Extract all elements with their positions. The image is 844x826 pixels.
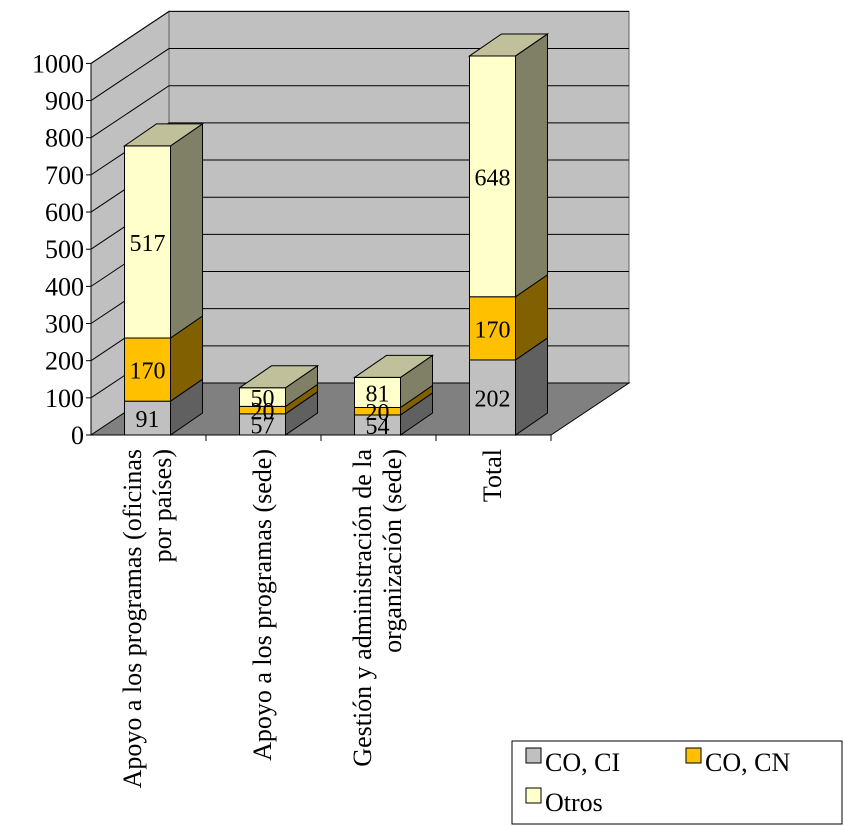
bar-top	[122, 123, 205, 147]
data-label: 517	[130, 231, 166, 257]
y-tick-label: 400	[45, 272, 84, 301]
data-label: 170	[475, 317, 511, 343]
data-label: 81	[366, 381, 390, 407]
bar-segment-front	[469, 55, 516, 298]
data-label: 648	[475, 165, 511, 191]
y-tick-label: 900	[45, 87, 84, 116]
data-label-overlap: 20	[366, 400, 390, 426]
y-tick-label: 0	[71, 421, 84, 450]
bar-segment-front	[124, 145, 171, 339]
y-tick-label: 300	[45, 310, 84, 339]
data-label: 202	[475, 386, 511, 412]
bar-top	[352, 354, 435, 378]
x-category-label: Apoyo a los programas (oficinas	[118, 449, 147, 788]
x-category-label: Gestión y administración de la	[348, 449, 377, 767]
legend-swatch	[525, 747, 542, 764]
bar-segment-front	[354, 376, 401, 409]
y-tick-label: 100	[45, 384, 84, 413]
bar-segment-side	[170, 122, 203, 339]
legend: CO, CI CO, CN Otros	[511, 740, 843, 825]
data-label: 50	[251, 386, 275, 412]
y-tick-label: 800	[45, 124, 84, 153]
legend-box	[511, 740, 843, 825]
data-label-overlap: 20	[251, 399, 275, 425]
y-tick-label: 1000	[32, 49, 84, 78]
x-tick-labels: Apoyo a los programas (oficinas por paíse…	[118, 449, 507, 789]
data-label: 91	[136, 407, 160, 433]
bars	[122, 33, 550, 436]
gridline	[90, 48, 629, 101]
legend-label: CO, CI	[545, 748, 620, 777]
legend-label: CO, CN	[705, 748, 790, 777]
y-tick-label: 200	[45, 347, 84, 376]
x-category-label: por países)	[148, 449, 177, 562]
data-label: 54	[366, 414, 390, 440]
legend-swatch	[525, 787, 542, 804]
gridline	[90, 10, 629, 64]
x-category-label: Apoyo a los programas (sede)	[248, 449, 277, 761]
legend-label: Otros	[545, 788, 603, 817]
x-category-label: organización (sede)	[378, 449, 407, 653]
data-label: 170	[130, 359, 166, 385]
y-tick-labels: 0 100 200 300 400 500 600 700 800 900 1000	[32, 49, 84, 450]
x-category-label: Total	[478, 449, 507, 502]
y-tick-label: 500	[45, 235, 84, 264]
bar-segment-side	[515, 33, 548, 298]
legend-swatch	[685, 747, 702, 764]
bar-top	[467, 33, 550, 57]
y-tick-label: 700	[45, 161, 84, 190]
y-tick-label: 600	[45, 198, 84, 227]
data-label: 57	[251, 413, 275, 439]
bar-top	[237, 365, 320, 389]
